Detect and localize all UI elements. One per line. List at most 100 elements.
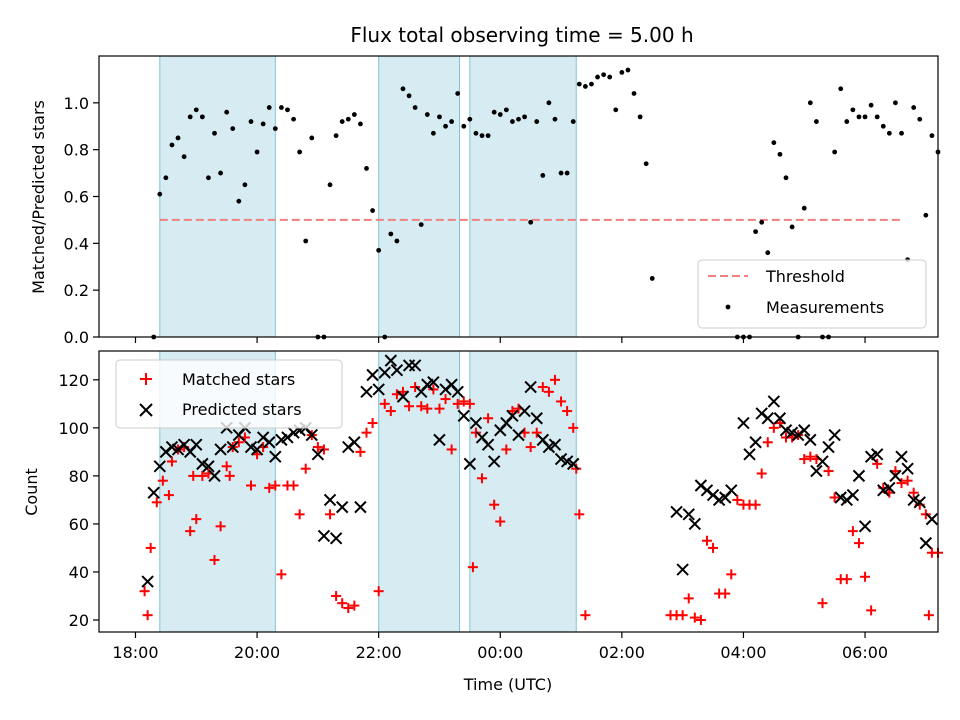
predicted-star-point-64 bbox=[524, 380, 537, 394]
measurement-point-54 bbox=[473, 130, 479, 136]
measurement-point-26 bbox=[303, 238, 309, 244]
matched-star-point-84 bbox=[689, 612, 700, 623]
x-tick-label-6: 04:00 bbox=[720, 643, 766, 662]
measurement-point-35 bbox=[358, 121, 363, 127]
predicted-star-point-30 bbox=[317, 529, 331, 543]
matched-star-point-36 bbox=[331, 590, 342, 601]
threshold-legend-label: Threshold bbox=[765, 267, 845, 286]
measurement-point-89 bbox=[765, 250, 771, 256]
predicted-star-point-86 bbox=[761, 412, 774, 425]
matched-star-point-6 bbox=[163, 490, 174, 501]
top-shaded-region-2 bbox=[378, 55, 461, 338]
matched-star-point-72 bbox=[543, 386, 554, 397]
predicted-star-point-33 bbox=[335, 500, 349, 514]
matched-star-point-106 bbox=[823, 466, 834, 477]
measurement-point-50 bbox=[449, 119, 455, 124]
measurement-point-16 bbox=[242, 182, 248, 188]
measurement-point-73 bbox=[589, 81, 594, 87]
matched-star-point-44 bbox=[379, 398, 390, 409]
bottom-legend-box bbox=[115, 359, 343, 429]
matched-star-point-57 bbox=[458, 396, 469, 407]
predicted-star-point-94 bbox=[810, 464, 823, 478]
measurement-point-45 bbox=[418, 222, 424, 228]
top-y-tick-label-1: 0.0 bbox=[64, 328, 89, 347]
x-axis-label: Time (UTC) bbox=[463, 675, 552, 694]
predicted-star-point-71 bbox=[567, 457, 580, 471]
predicted-star-point-65 bbox=[530, 412, 543, 425]
top-y-tick-label-2: 0.2 bbox=[64, 281, 89, 300]
measurement-point-100 bbox=[832, 149, 838, 155]
measurement-point-18 bbox=[254, 149, 260, 155]
matched-star-point-50 bbox=[416, 401, 427, 412]
measurement-point-32 bbox=[339, 119, 345, 124]
measurement-point-49 bbox=[443, 123, 448, 129]
bottom-y-tick-label-5: 100 bbox=[58, 419, 89, 438]
measurement-point-36 bbox=[364, 166, 369, 171]
matched-star-point-39 bbox=[349, 600, 360, 611]
measurement-point-51 bbox=[455, 91, 461, 96]
measurement-point-37 bbox=[370, 208, 375, 213]
bottom-axes-frame bbox=[98, 350, 939, 633]
measurement-point-40 bbox=[388, 231, 394, 237]
measurement-point-64 bbox=[534, 119, 540, 124]
matched-star-point-42 bbox=[367, 418, 378, 429]
predicted-star-point-83 bbox=[743, 448, 756, 461]
measurement-point-82 bbox=[643, 161, 649, 167]
matched-star-point-23 bbox=[252, 449, 263, 460]
x-tick-label-7: 06:00 bbox=[842, 643, 888, 662]
matched-star-point-82 bbox=[677, 610, 688, 621]
chart-title: Flux total observing time = 5.00 h bbox=[350, 23, 693, 47]
measurement-point-87 bbox=[753, 229, 759, 235]
predicted-star-point-42 bbox=[390, 364, 404, 377]
measurement-point-111 bbox=[899, 130, 904, 136]
predicted-star-point-37 bbox=[360, 385, 373, 399]
predicted-star-point-11 bbox=[202, 460, 215, 473]
measurement-point-13 bbox=[224, 109, 230, 115]
predicted-star-point-88 bbox=[773, 412, 787, 425]
measurement-point-42 bbox=[400, 86, 406, 92]
x-tick-label-5: 02:00 bbox=[599, 643, 645, 662]
matched-star-point-10 bbox=[185, 526, 196, 537]
measurement-point-116 bbox=[929, 133, 935, 139]
matched-star-point-55 bbox=[446, 444, 457, 455]
measurement-point-21 bbox=[272, 126, 278, 131]
measurement-point-93 bbox=[789, 224, 795, 230]
measurement-point-67 bbox=[552, 116, 558, 122]
measurement-point-81 bbox=[637, 114, 643, 120]
measurement-point-53 bbox=[467, 116, 473, 122]
measurement-point-71 bbox=[576, 81, 582, 87]
matched-star-point-110 bbox=[847, 526, 858, 537]
matched-star-point-62 bbox=[483, 413, 494, 424]
measurement-point-41 bbox=[394, 238, 400, 244]
measurement-point-31 bbox=[333, 133, 339, 139]
measurements-legend-swatch bbox=[725, 304, 731, 310]
predicted-stars-points bbox=[141, 354, 939, 588]
matched-star-point-7 bbox=[166, 456, 177, 467]
matched-star-point-117 bbox=[890, 466, 901, 477]
measurement-point-105 bbox=[862, 114, 868, 120]
predicted-star-point-102 bbox=[858, 520, 872, 533]
matched-star-point-63 bbox=[489, 499, 500, 510]
measurement-point-3 bbox=[163, 175, 169, 181]
measurement-point-33 bbox=[345, 116, 351, 122]
measurement-point-97 bbox=[814, 119, 819, 124]
measurement-point-55 bbox=[479, 133, 485, 139]
measurement-point-66 bbox=[546, 100, 552, 106]
predicted-star-point-12 bbox=[208, 469, 221, 483]
matched-star-point-40 bbox=[355, 446, 366, 457]
predicted-star-point-61 bbox=[506, 409, 519, 423]
predicted-star-point-75 bbox=[688, 517, 702, 531]
matched-star-point-43 bbox=[373, 586, 384, 597]
measurement-point-23 bbox=[285, 107, 290, 113]
matched-star-point-53 bbox=[434, 403, 445, 414]
predicted-star-point-62 bbox=[512, 428, 525, 442]
predicted-star-point-93 bbox=[804, 433, 817, 447]
matched-star-point-75 bbox=[562, 406, 573, 417]
measurement-point-6 bbox=[181, 154, 187, 160]
top-shaded-region-1 bbox=[159, 55, 276, 338]
matched-star-point-97 bbox=[768, 422, 779, 433]
matched-star-point-113 bbox=[866, 605, 877, 616]
measurement-point-113 bbox=[911, 105, 917, 110]
matched-star-point-38 bbox=[343, 602, 354, 613]
measurement-point-80 bbox=[631, 91, 637, 96]
